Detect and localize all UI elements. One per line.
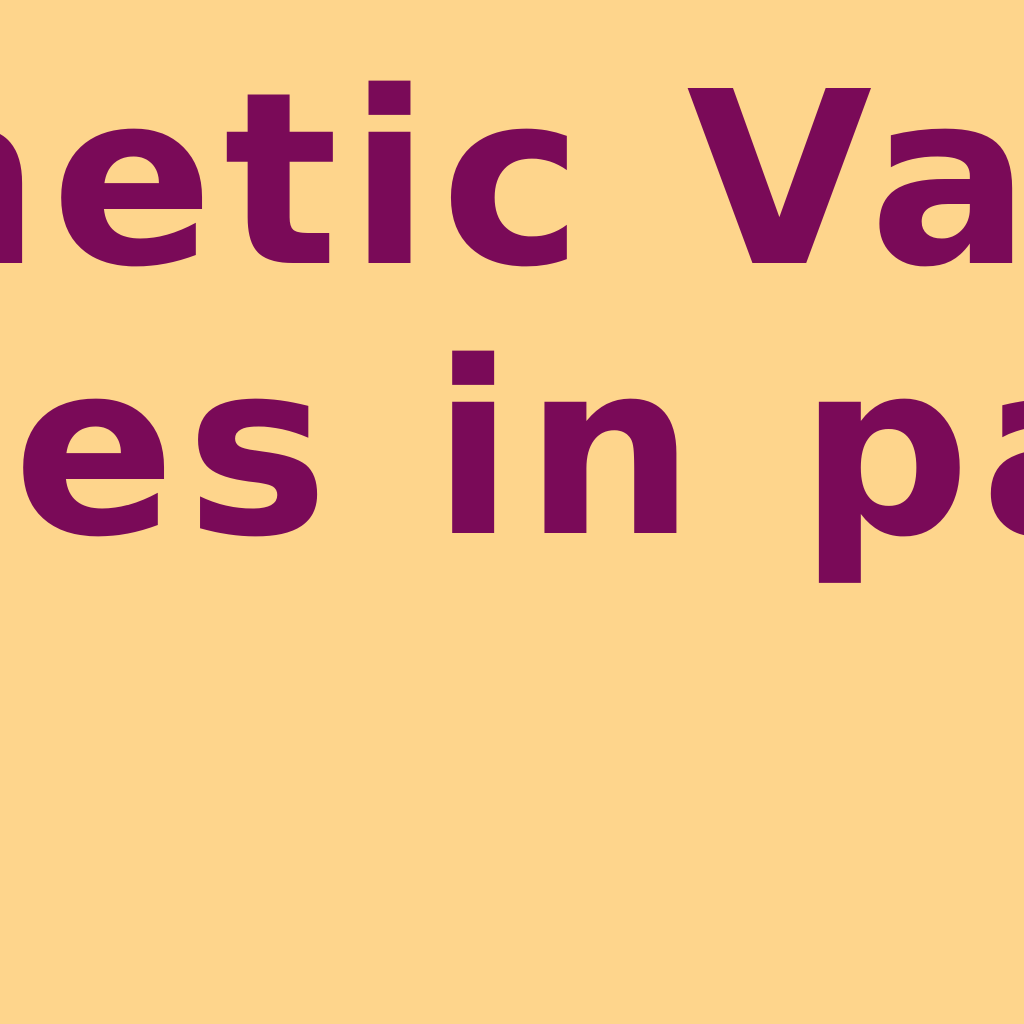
text-line-2: ses in par: [0, 310, 1024, 590]
text-line-1: netic Vari: [0, 40, 1024, 320]
